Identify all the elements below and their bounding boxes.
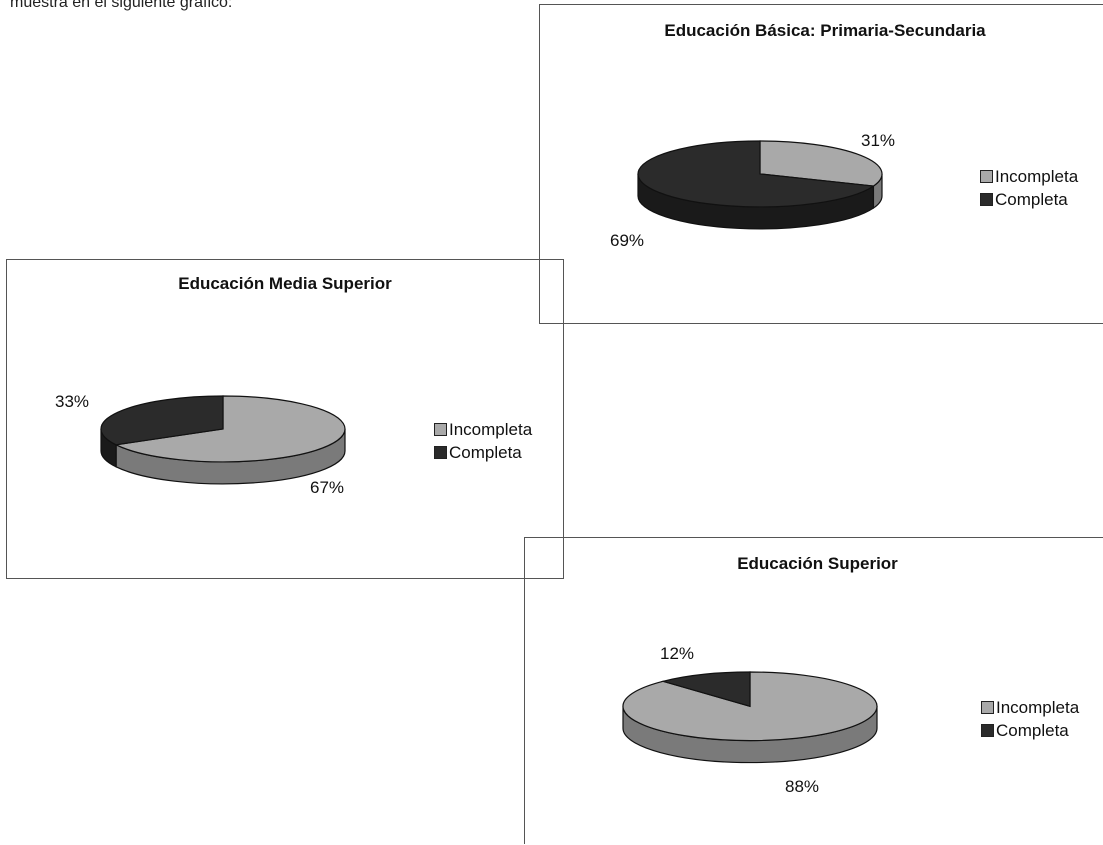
legend-item-incompleta: Incompleta xyxy=(980,165,1078,188)
label-media-completa: 33% xyxy=(55,392,90,411)
pie-chart-media-superior xyxy=(100,395,346,485)
chart-title-basica: Educación Básica: Primaria-Secundaria xyxy=(664,21,986,40)
swatch-completa xyxy=(981,724,994,737)
legend-superior: Incompleta Completa xyxy=(981,696,1079,742)
legend-item-incompleta: Incompleta xyxy=(981,696,1079,719)
chart-panel-media-superior: Educación Media Superior 67% 33% Incompl… xyxy=(6,259,564,579)
legend-item-incompleta: Incompleta xyxy=(434,418,532,441)
legend-label-completa: Completa xyxy=(995,190,1068,209)
legend-item-completa: Completa xyxy=(434,441,532,464)
legend-item-completa: Completa xyxy=(981,719,1079,742)
pie-slice-completa xyxy=(660,671,751,708)
swatch-incompleta xyxy=(434,423,447,436)
label-basica-incompleta: 31% xyxy=(861,131,896,150)
chart-title-media-superior: Educación Media Superior xyxy=(178,274,392,293)
swatch-completa xyxy=(434,446,447,459)
pie-slice-completa xyxy=(100,395,224,446)
pie-slice-completa xyxy=(637,140,876,208)
legend-item-completa: Completa xyxy=(980,188,1078,211)
label-superior-completa: 12% xyxy=(660,644,695,663)
legend-media-superior: Incompleta Completa xyxy=(434,418,532,464)
chart-title-superior: Educación Superior xyxy=(737,554,898,573)
legend-label-incompleta: Incompleta xyxy=(996,698,1080,717)
pie-chart-basica xyxy=(637,140,883,230)
intro-text: muestra en el siguiente gráfico: xyxy=(10,0,233,11)
swatch-completa xyxy=(980,193,993,206)
legend-label-incompleta: Incompleta xyxy=(449,420,533,439)
chart-panel-superior: Educación Superior 12% 88% Incompleta Co… xyxy=(524,537,1103,844)
legend-label-completa: Completa xyxy=(996,721,1069,740)
legend-label-completa: Completa xyxy=(449,443,522,462)
pie-slice-incompleta xyxy=(759,140,883,187)
legend-label-incompleta: Incompleta xyxy=(995,167,1079,186)
label-basica-completa: 69% xyxy=(610,231,645,250)
swatch-incompleta xyxy=(981,701,994,714)
swatch-incompleta xyxy=(980,170,993,183)
pie-chart-superior xyxy=(622,671,878,764)
chart-panel-basica: Educación Básica: Primaria-Secundaria 31… xyxy=(539,4,1103,324)
pie-slice-incompleta xyxy=(114,395,346,463)
legend-basica: Incompleta Completa xyxy=(980,165,1078,211)
pie-slice-incompleta xyxy=(622,671,878,742)
label-superior-incompleta: 88% xyxy=(785,777,820,796)
label-media-incompleta: 67% xyxy=(310,478,345,497)
